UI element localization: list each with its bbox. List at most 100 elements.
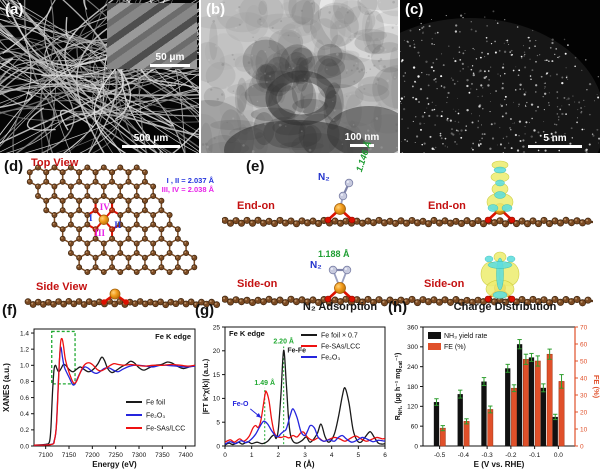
panel-h-label: (h) — [388, 299, 408, 316]
svg-text:FE (%): FE (%) — [592, 375, 600, 399]
svg-text:-0.5: -0.5 — [434, 452, 446, 459]
svg-text:Fe K edge: Fe K edge — [155, 332, 191, 341]
svg-text:60: 60 — [580, 341, 588, 348]
stem-dots-image — [400, 0, 600, 153]
svg-text:-0.4: -0.4 — [458, 452, 470, 459]
svg-text:5: 5 — [216, 420, 220, 427]
end-on-label-left: End-on — [237, 200, 275, 212]
svg-text:XANES (a.u.): XANES (a.u.) — [2, 363, 11, 412]
caption-n2-adsorption: N₂ Adsorption — [302, 301, 378, 313]
svg-text:60: 60 — [411, 423, 419, 430]
svg-text:20: 20 — [213, 348, 221, 355]
svg-text:3: 3 — [303, 452, 307, 459]
xanes-chart: 7100 7150 7200 7250 7300 7350 7400 0.0 0.2 0.4 0.6… — [2, 328, 196, 469]
panel-b-scalebar: 100 nm — [338, 132, 386, 147]
svg-text:5: 5 — [357, 452, 361, 459]
panel-a-scalebar-line — [122, 145, 180, 148]
panel-e-adsorption-diagram — [222, 160, 593, 307]
svg-text:15: 15 — [213, 372, 221, 379]
panel-e-label: (e) — [246, 158, 265, 175]
panel-c-stem-image: (c) 5 nm — [400, 0, 600, 153]
svg-text:1.0: 1.0 — [20, 363, 29, 370]
svg-text:1.49 Å: 1.49 Å — [254, 378, 275, 387]
svg-text:Fe₂O₃: Fe₂O₃ — [146, 413, 165, 420]
svg-text:20: 20 — [580, 409, 588, 416]
svg-text:-0.3: -0.3 — [482, 452, 494, 459]
side-view-title: Side View — [36, 281, 88, 293]
svg-text:III: III — [95, 228, 106, 238]
svg-text:7100: 7100 — [38, 452, 53, 459]
inset-scalebar-line — [150, 64, 190, 67]
n2-label-side-on: N₂ — [310, 260, 322, 271]
svg-text:-0.2: -0.2 — [505, 452, 517, 459]
svg-text:0.4: 0.4 — [20, 411, 29, 418]
svg-text:300: 300 — [407, 344, 418, 351]
svg-text:NH₃ yield rate: NH₃ yield rate — [444, 333, 487, 340]
inset-scalebar: 50 μm — [147, 52, 193, 67]
svg-text:0: 0 — [414, 443, 418, 450]
panel-b-scalebar-label: 100 nm — [344, 132, 380, 143]
svg-text:240: 240 — [407, 364, 418, 371]
svg-text:0: 0 — [223, 452, 227, 459]
svg-text:0: 0 — [580, 443, 584, 450]
svg-text:Fe₂O₃: Fe₂O₃ — [321, 355, 340, 362]
svg-text:7350: 7350 — [155, 452, 170, 459]
panel-b-label: (b) — [206, 1, 226, 18]
svg-text:6: 6 — [383, 452, 387, 459]
panel-b-scalebar-line — [350, 144, 374, 147]
svg-text:0.8: 0.8 — [20, 379, 29, 386]
svg-text:Fe-Fe: Fe-Fe — [287, 348, 306, 355]
svg-text:Fe-O: Fe-O — [232, 401, 249, 408]
panel-b-tem-image: (b) 100 nm — [201, 0, 398, 153]
panel-c-label: (c) — [405, 1, 424, 18]
svg-text:7400: 7400 — [178, 452, 193, 459]
panel-f-label: (f) — [2, 302, 17, 319]
svg-text:180: 180 — [407, 384, 418, 391]
svg-text:2: 2 — [277, 452, 281, 459]
tem-image — [201, 0, 398, 153]
svg-text:1.2: 1.2 — [20, 346, 29, 353]
panel-d-label: (d) — [4, 158, 24, 175]
panel-a-scalebar-label: 500 μm — [133, 133, 169, 144]
caption-charge-distribution: Charge Distribution — [453, 301, 557, 313]
svg-text:0.0: 0.0 — [20, 443, 29, 450]
svg-text:IV: IV — [100, 202, 111, 212]
svg-text:25: 25 — [213, 324, 221, 331]
svg-text:1.4: 1.4 — [20, 330, 29, 337]
panel-a-scalebar: 500 μm — [119, 133, 183, 148]
panel-c-scalebar: 5 nm — [526, 133, 584, 148]
inset-scalebar-label: 50 μm — [155, 52, 185, 63]
svg-text:|FT k³χ(k)| (a.u.): |FT k³χ(k)| (a.u.) — [201, 358, 210, 414]
svg-text:50: 50 — [580, 358, 588, 365]
panel-c-scalebar-line — [528, 145, 582, 148]
svg-text:1: 1 — [250, 452, 254, 459]
panel-g-label: (g) — [195, 302, 215, 319]
svg-text:II: II — [114, 220, 122, 230]
svg-text:40: 40 — [580, 375, 588, 382]
bond-lengths-1-2: I , II = 2.037 Å — [166, 176, 214, 185]
svg-text:2.20 Å: 2.20 Å — [273, 337, 294, 346]
svg-text:7150: 7150 — [62, 452, 77, 459]
svg-text:Fe-SAs/LCC: Fe-SAs/LCC — [146, 426, 185, 433]
side-on-label-right: Side-on — [424, 278, 465, 290]
top-view-title: Top View — [31, 157, 79, 169]
svg-text:10: 10 — [580, 426, 588, 433]
svg-text:-0.1: -0.1 — [529, 452, 541, 459]
svg-text:Fe K edge: Fe K edge — [229, 329, 265, 338]
svg-text:Fe foil × 0.7: Fe foil × 0.7 — [321, 333, 358, 340]
svg-text:7300: 7300 — [132, 452, 147, 459]
svg-text:7250: 7250 — [108, 452, 123, 459]
end-on-label-right: End-on — [428, 200, 466, 212]
n2-label-end-on: N₂ — [318, 172, 330, 183]
svg-text:0.0: 0.0 — [554, 452, 563, 459]
svg-text:0.2: 0.2 — [20, 427, 29, 434]
panel-a-inset-image: 50 μm — [107, 3, 197, 69]
panel-a-label: (a) — [5, 1, 24, 18]
side-on-label-left: Side-on — [237, 278, 278, 290]
svg-text:Energy (eV): Energy (eV) — [92, 460, 137, 469]
svg-text:I: I — [89, 213, 93, 223]
svg-text:70: 70 — [580, 324, 588, 331]
svg-text:10: 10 — [213, 396, 221, 403]
svg-text:E (V vs. RHE): E (V vs. RHE) — [474, 460, 525, 469]
